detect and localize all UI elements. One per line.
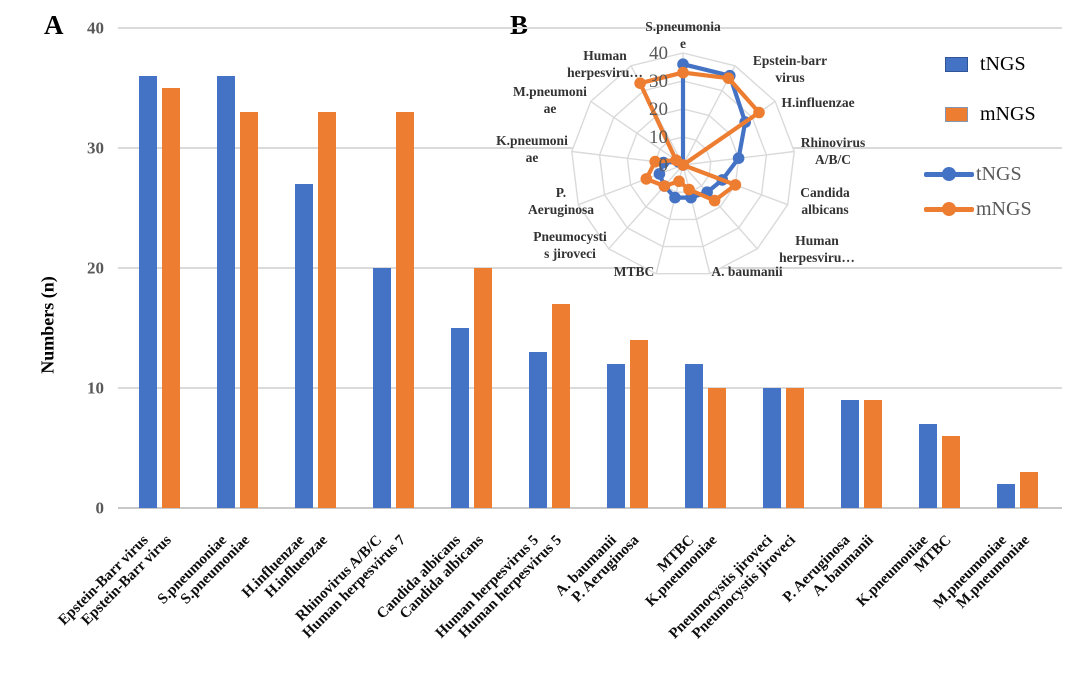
bar-legend-item-tngs: tNGS: [945, 54, 1026, 74]
bar-mngs-k-pneumoniae: [708, 388, 726, 508]
gridline-20: [118, 267, 1062, 269]
radar-axis-label-mtbc: MTBC: [614, 264, 655, 279]
bar-tngs-s-pneumoniae: [217, 76, 235, 508]
gridline-40: [118, 27, 1062, 29]
radar-spoke-human-herpesvirus-5: [682, 164, 758, 250]
radar-axis-label-human-herpesvirus-7: Human herpesviru…: [567, 48, 643, 80]
y-tick-40: 40: [87, 18, 104, 38]
y-tick-0: 0: [95, 498, 105, 518]
radar-axis-label-k-pneumoniae: K.pneumoni ae: [496, 133, 568, 165]
y-tick-10: 10: [87, 378, 104, 398]
radar-point-tngs-rhinovirus-a-b-c: [732, 152, 745, 164]
radar-axis-label-candida-albicans: Candida albicans: [800, 185, 850, 217]
radar-axis-label-human-herpesvirus-5: Human herpesviru…: [779, 233, 855, 265]
mngs-bar-swatch: [945, 106, 968, 122]
bar-mngs-mtbc: [942, 436, 960, 508]
radar-point-mngs-mtbc: [673, 175, 685, 188]
radar-axis-label-epstein-barr-virus: Epstein-barr virus: [753, 53, 827, 85]
y-tick-20: 20: [87, 258, 104, 278]
bar-mngs-p-aeruginosa: [630, 340, 648, 508]
radar-point-tngs-p-aeruginosa: [653, 168, 666, 180]
radar-rtick-30: 30: [649, 71, 668, 92]
y-axis-title: Numbers (n): [37, 276, 58, 374]
tngs-radar-legend-label: tNGS: [976, 163, 1022, 185]
radar-spoke-a-baumanii: [682, 164, 711, 274]
tngs-line-swatch: [924, 167, 974, 181]
tngs-bar-legend-label: tNGS: [980, 53, 1026, 75]
radar-spoke-m-pneumoniae: [590, 100, 684, 166]
radar-point-mngs-epstein-barr-virus: [722, 72, 735, 84]
bar-tngs-epstein-barr-virus: [139, 76, 157, 508]
radar-point-mngs-human-herpesvirus-5: [708, 194, 721, 207]
bar-mngs-m-pneumoniae: [1020, 472, 1038, 508]
radar-point-mngs-k-pneumoniae: [649, 155, 661, 168]
bar-tngs-h-influenzae: [295, 184, 313, 508]
radar-point-mngs-candida-albicans: [729, 179, 742, 191]
panel-b-label: B: [510, 10, 529, 40]
bar-mngs-human-herpesvirus-5: [552, 304, 570, 508]
bar-tngs-m-pneumoniae: [997, 484, 1015, 508]
radar-rtick-0: 0: [659, 155, 669, 176]
bar-tngs-human-herpesvirus-5: [529, 352, 547, 508]
bar-tngs-pneumocystis-jiroveci: [763, 388, 781, 508]
radar-axis-label-s-pneumoniae: S.pneumonia e: [645, 19, 721, 51]
radar-spoke-p-aeruginosa: [578, 164, 684, 206]
radar-spoke-pneumocystis-jiroveci: [608, 164, 684, 250]
radar-axis-label-h-influenzae: H.influenzae: [781, 95, 854, 110]
radar-axis-label-rhinovirus-a-b-c: Rhinovirus A/B/C: [801, 135, 866, 167]
radar-point-mngs-s-pneumoniae: [677, 66, 689, 79]
radar-rtick-10: 10: [649, 127, 668, 148]
gridline-10: [118, 387, 1062, 389]
radar-rtick-20: 20: [649, 99, 668, 120]
radar-point-mngs-a-baumanii: [683, 183, 695, 196]
mngs-bar-legend-label: mNGS: [980, 103, 1036, 125]
bar-legend-item-mngs: mNGS: [945, 104, 1036, 124]
radar-ring-20: [626, 108, 740, 221]
bar-mngs-pneumocystis-jiroveci: [786, 388, 804, 508]
x-axis-line: [118, 507, 1062, 509]
tngs-bar-swatch: [945, 56, 968, 72]
bar-tngs-candida-albicans: [451, 328, 469, 508]
panel-a-label: A: [44, 10, 64, 40]
radar-point-mngs-pneumocystis-jiroveci: [658, 180, 671, 192]
bar-tngs-k-pneumoniae: [919, 424, 937, 508]
bar-mngs-s-pneumoniae: [240, 112, 258, 508]
radar-axis-label-a-baumanii: A. baumanii: [711, 264, 783, 279]
radar-ring-30: [598, 80, 768, 248]
mngs-radar-legend-label: mNGS: [976, 198, 1032, 220]
radar-legend-item-mngs: mNGS: [924, 199, 1032, 219]
radar-point-mngs-p-aeruginosa: [640, 173, 653, 185]
radar-legend-item-tngs: tNGS: [924, 164, 1022, 184]
bar-tngs-mtbc: [685, 364, 703, 508]
radar-ring-10: [654, 136, 712, 193]
mngs-line-swatch: [924, 202, 974, 216]
radar-point-tngs-s-pneumoniae: [677, 58, 689, 70]
bar-tngs-rhinovirus-a-b-c: [373, 268, 391, 508]
radar-chart: 0 10 20 30 40S.pneumonia e Epstein-barr virus H.…: [496, 19, 866, 279]
bar-mngs-human-herpesvirus-7: [396, 112, 414, 508]
bar-mngs-candida-albicans: [474, 268, 492, 508]
radar-axis-label-p-aeruginosa: P. Aeruginosa: [528, 185, 594, 217]
bar-mngs-a-baumanii: [864, 400, 882, 508]
radar-point-mngs-m-pneumoniae: [670, 154, 682, 166]
bar-tngs-p-aeruginosa: [841, 400, 859, 508]
radar-axis-label-m-pneumoniae: M.pneumoni ae: [513, 84, 587, 116]
bar-tngs-a-baumanii: [607, 364, 625, 508]
bar-mngs-epstein-barr-virus: [162, 88, 180, 508]
radar-point-mngs-human-herpesvirus-7: [634, 77, 646, 89]
radar-axis-label-pneumocystis-jiroveci: Pneumocysti s jiroveci: [533, 229, 607, 261]
radar-rtick-40: 40: [649, 43, 668, 64]
bar-mngs-h-influenzae: [318, 112, 336, 508]
radar-point-mngs-h-influenzae: [753, 106, 765, 119]
y-tick-30: 30: [87, 138, 104, 158]
radar-point-tngs-mtbc: [669, 191, 681, 204]
